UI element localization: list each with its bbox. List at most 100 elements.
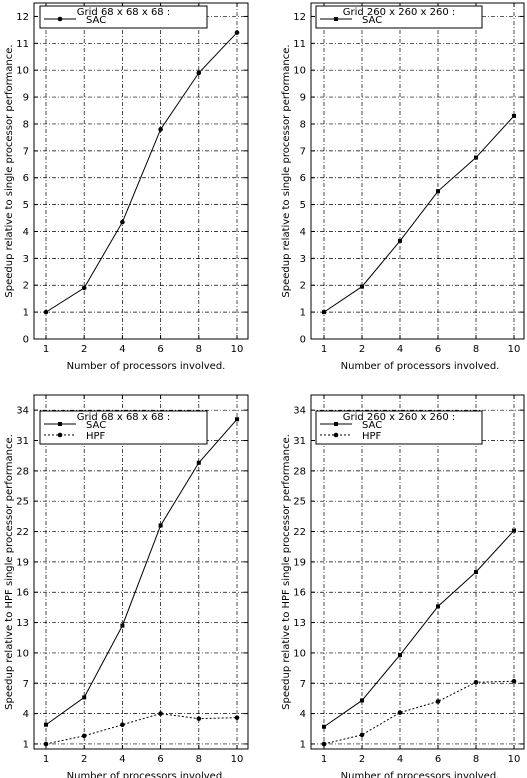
legend-marker-hpf: [333, 432, 339, 438]
data-point-sac: [436, 604, 440, 609]
series-line-hpf: [323, 680, 515, 745]
y-tick-label: 19: [16, 557, 29, 568]
data-point-sac: [158, 523, 163, 528]
legend-label-sac: SAC: [86, 15, 106, 26]
legend-marker-sac: [57, 16, 63, 22]
data-point-hpf: [158, 711, 163, 716]
data-point-sac: [512, 528, 516, 533]
data-point-hpf: [435, 699, 441, 704]
y-tick-label: 0: [23, 335, 29, 346]
y-tick-label: 22: [16, 527, 29, 538]
data-point-sac: [196, 70, 202, 76]
data-point-hpf: [81, 733, 87, 739]
y-axis-title: Speedup relative to single processor per…: [4, 44, 15, 297]
y-tick-label: 11: [16, 39, 29, 50]
y-tick-label: 9: [23, 93, 29, 104]
x-tick-label: 6: [435, 754, 441, 765]
legend-box: [315, 5, 483, 29]
data-point-sac: [322, 310, 326, 315]
y-tick-label: 31: [293, 436, 306, 447]
x-axis-title: Number of processors involved.: [341, 361, 500, 372]
data-point-hpf: [511, 678, 517, 684]
y-tick-label: 7: [300, 679, 306, 690]
chart-panel-bottom-left: 1 4 7 10 13 16 19 22 25 28 31 34 1 2 4 6 8 10 Number of pr…: [4, 394, 249, 778]
legend-title: Grid 68 x 68 x 68 :: [77, 7, 170, 18]
legend-label-sac: SAC: [86, 420, 106, 431]
y-tick-label: 8: [23, 119, 29, 130]
x-tick-label: 2: [81, 344, 87, 355]
y-tick-label: 4: [23, 227, 29, 238]
legend-marker-hpf: [57, 432, 63, 438]
y-tick-label: 1: [300, 308, 306, 319]
chart-panel-bottom-right: 1 4 7 10 13 16 19 22 25 28 31 34 1 2 4 6 8 10 Number of pr…: [281, 394, 525, 778]
y-tick-label: 3: [300, 254, 306, 265]
y-tick-label: 34: [293, 406, 306, 417]
legend-marker-sac: [58, 422, 62, 426]
x-tick-label: 4: [119, 344, 125, 355]
x-tick-label: 10: [508, 344, 521, 355]
y-tick-label: 12: [293, 12, 306, 23]
y-tick-label: 4: [300, 709, 306, 720]
y-tick-label: 19: [293, 557, 306, 568]
y-tick-label: 10: [293, 66, 306, 77]
y-tick-label: 28: [16, 466, 29, 477]
y-tick-label: 2: [23, 281, 29, 292]
data-point-sac: [234, 30, 240, 35]
data-point-sac: [322, 724, 326, 729]
data-point-hpf: [196, 716, 202, 721]
data-point-sac: [196, 460, 201, 465]
x-tick-label: 1: [43, 344, 49, 355]
y-tick-label: 4: [300, 227, 306, 238]
y-tick-label: 7: [23, 146, 29, 157]
x-tick-label: 4: [119, 754, 125, 765]
y-tick-label: 3: [23, 254, 29, 265]
y-tick-label: 1: [23, 739, 29, 750]
legend-label-hpf: HPF: [86, 431, 106, 442]
x-axis-title: Number of processors involved.: [67, 771, 226, 778]
x-tick-label: 10: [508, 754, 521, 765]
x-tick-label: 6: [157, 754, 163, 765]
y-tick-label: 1: [23, 308, 29, 319]
data-point-sac: [43, 309, 49, 315]
data-point-sac: [120, 219, 125, 225]
data-point-hpf: [473, 679, 479, 685]
data-point-hpf: [234, 715, 240, 720]
y-axis-title: Speedup relative to HPF single processor…: [4, 434, 15, 710]
legend-title: Grid 260 x 260 x 260 :: [343, 412, 456, 423]
y-tick-label: 11: [293, 39, 306, 50]
y-tick-label: 1: [300, 739, 306, 750]
data-point-hpf: [321, 741, 327, 747]
data-point-sac: [398, 652, 402, 657]
data-point-sac: [474, 155, 478, 160]
data-point-sac: [398, 238, 402, 243]
plot-frame: [310, 2, 525, 340]
data-point-hpf: [43, 741, 49, 747]
x-tick-label: 10: [231, 754, 244, 765]
y-tick-label: 10: [16, 66, 29, 77]
data-point-sac: [360, 698, 364, 703]
x-tick-label: 2: [359, 754, 365, 765]
y-tick-label: 0: [300, 335, 306, 346]
data-point-hpf: [359, 732, 365, 738]
x-tick-label: 1: [321, 344, 327, 355]
data-point-sac: [82, 695, 87, 700]
plot-frame: [310, 394, 525, 750]
y-tick-label: 4: [23, 709, 29, 720]
data-point-sac: [235, 417, 239, 422]
data-point-sac: [158, 127, 163, 132]
data-point-sac: [44, 722, 48, 727]
x-tick-label: 8: [196, 344, 202, 355]
legend-label-hpf: HPF: [362, 431, 382, 442]
y-tick-label: 34: [16, 406, 29, 417]
legend-marker-sac: [334, 17, 338, 21]
y-tick-label: 16: [293, 588, 306, 599]
legend-box: [39, 5, 208, 29]
y-tick-label: 8: [300, 119, 306, 130]
y-tick-label: 7: [23, 679, 29, 690]
data-point-sac: [360, 284, 364, 289]
y-tick-label: 6: [23, 173, 29, 184]
